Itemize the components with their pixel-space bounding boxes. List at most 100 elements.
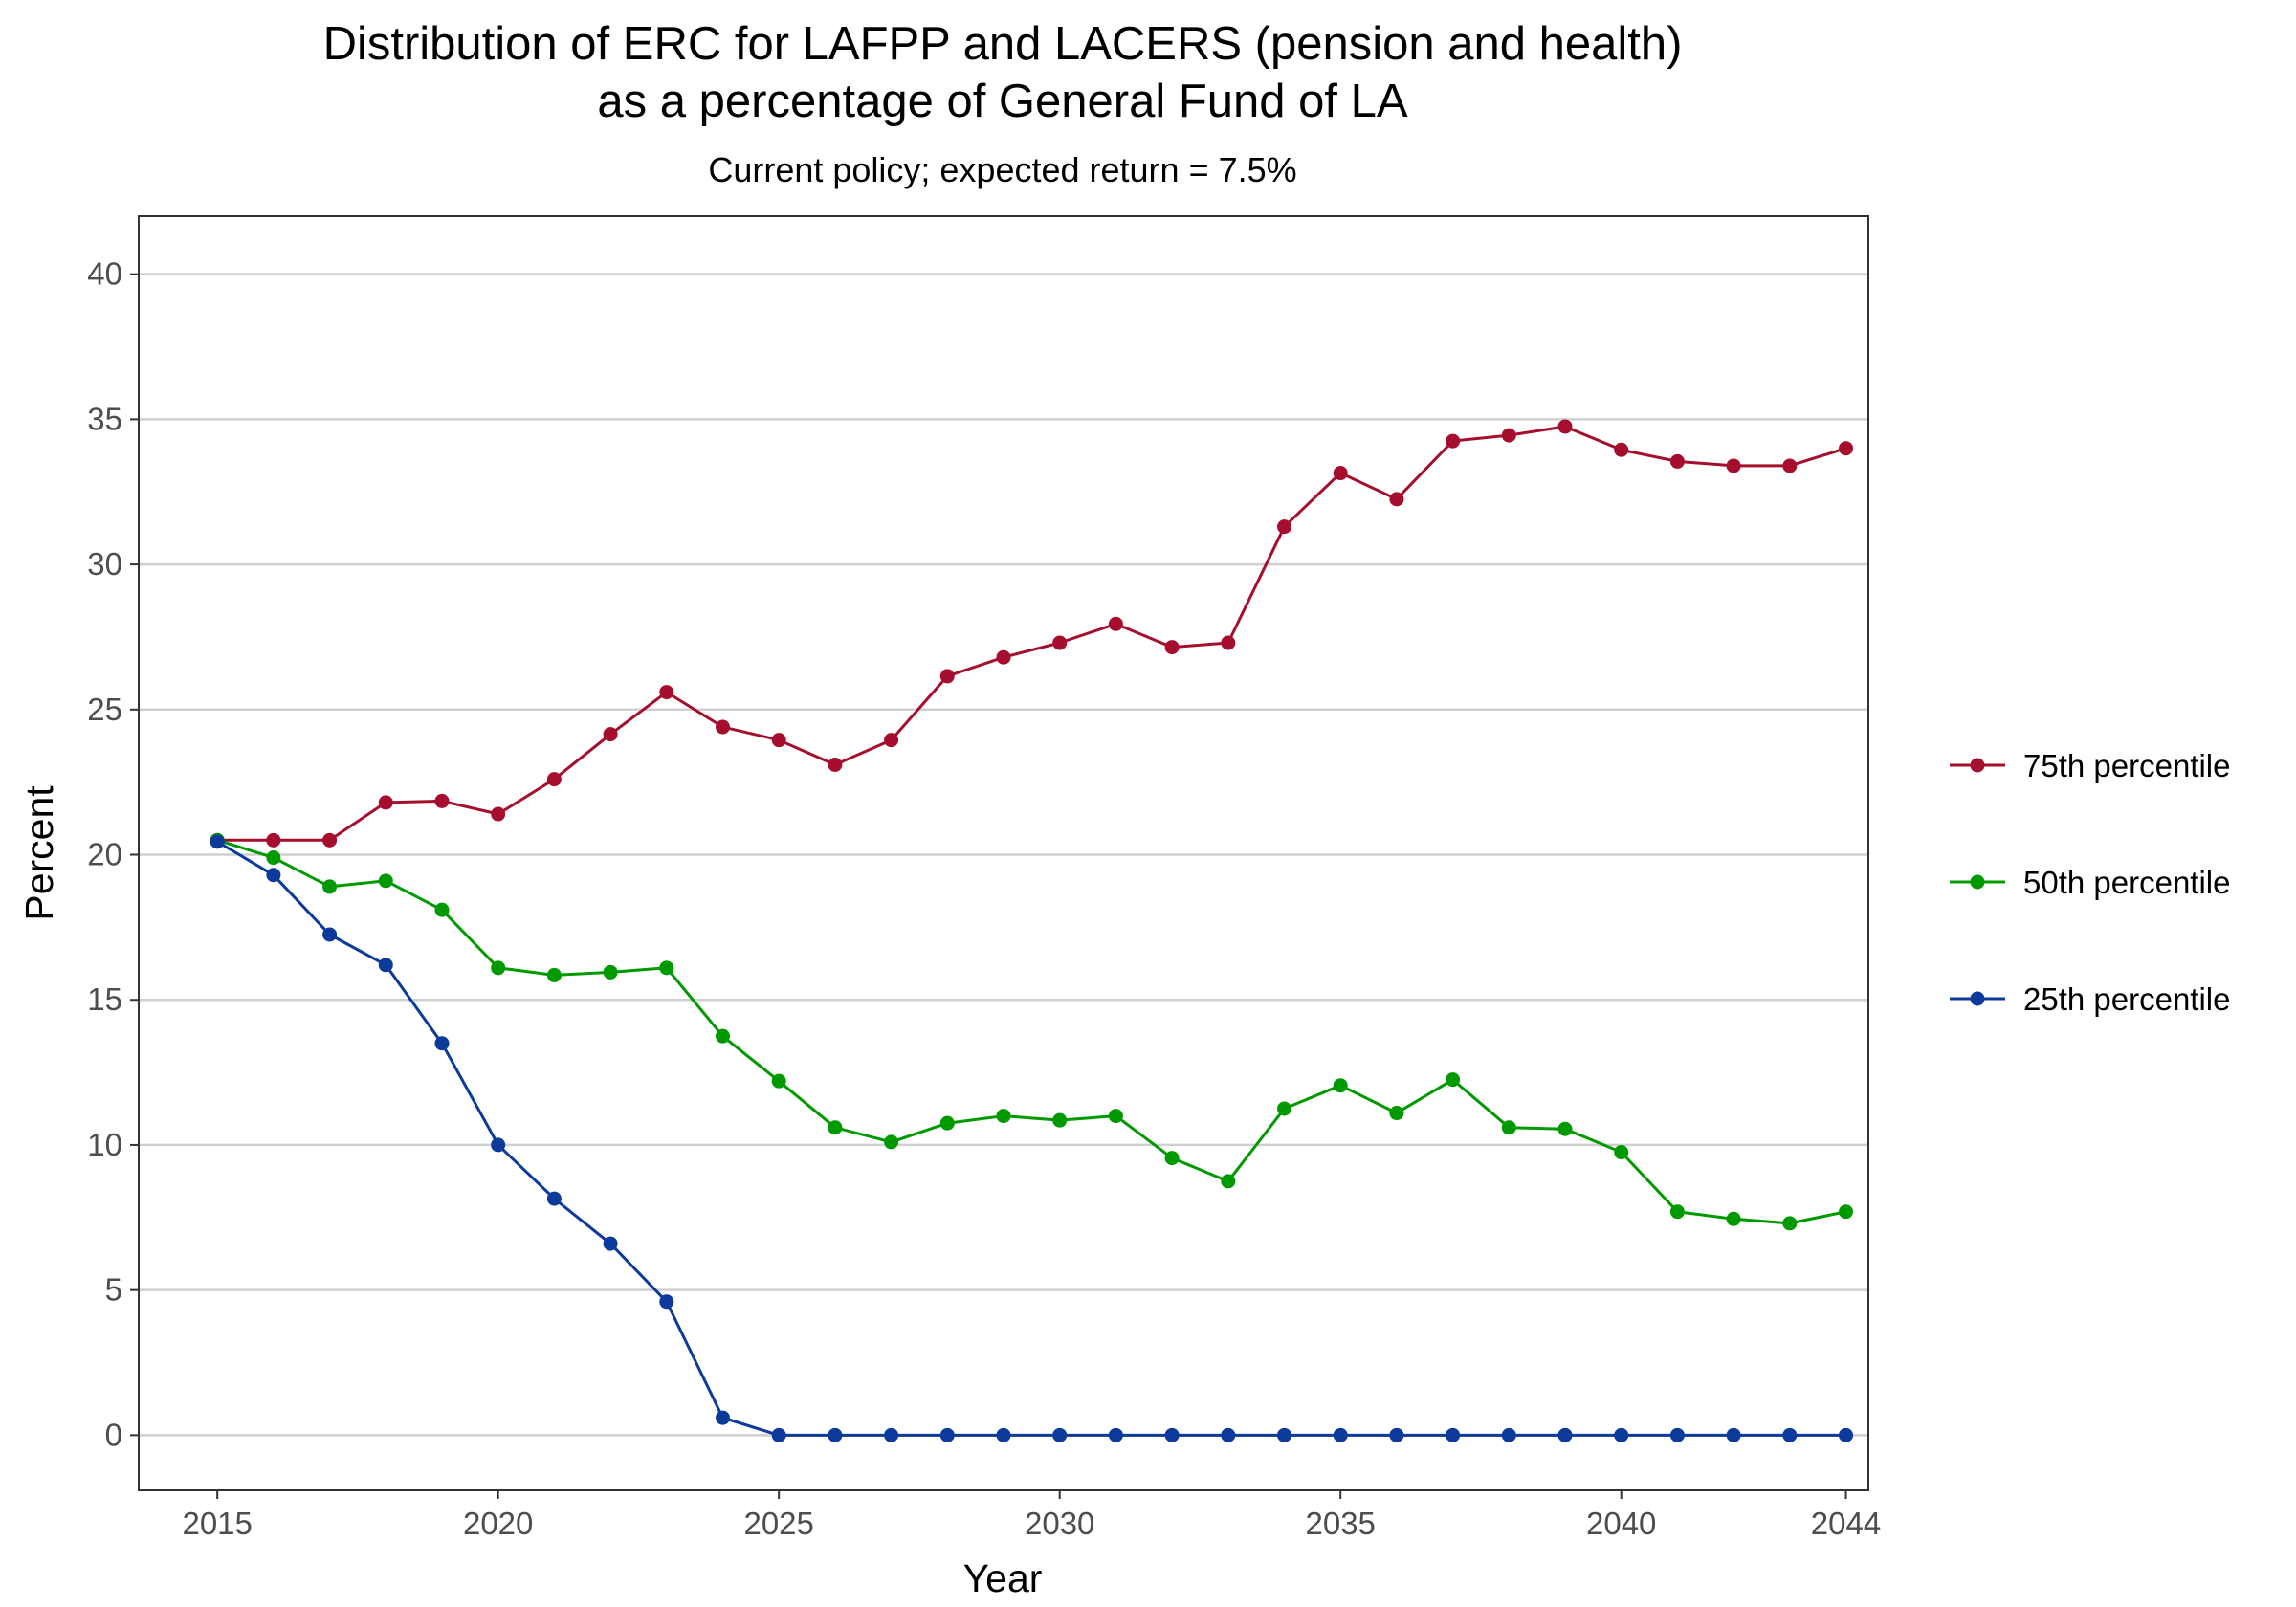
- data-point: [996, 1109, 1011, 1124]
- data-point: [884, 733, 899, 748]
- series-1: [210, 419, 1854, 848]
- data-point: [939, 1427, 955, 1442]
- y-axis-title: Percent: [17, 785, 61, 921]
- legend-label: 25th percentile: [2023, 981, 2230, 1017]
- y-tick-label: 0: [105, 1417, 122, 1452]
- data-point: [1726, 458, 1741, 473]
- data-point: [1221, 1427, 1236, 1442]
- data-point: [1446, 1427, 1461, 1442]
- data-point: [266, 868, 281, 883]
- series-line: [217, 425, 1846, 842]
- y-tick-label: 15: [87, 981, 122, 1017]
- x-tick-label: 2015: [182, 1506, 252, 1541]
- data-point: [491, 960, 506, 976]
- y-tick-label: 10: [87, 1127, 122, 1162]
- data-point: [715, 1410, 730, 1425]
- data-point: [939, 669, 955, 684]
- data-point: [1108, 616, 1123, 631]
- legend-label: 75th percentile: [2023, 748, 2230, 783]
- legend-key-point: [1970, 991, 1985, 1006]
- legend-key-point: [1970, 874, 1985, 890]
- data-point: [715, 1028, 730, 1044]
- data-point: [1446, 1072, 1461, 1088]
- data-point: [771, 1427, 786, 1442]
- chart-title-line-2: as a percentage of General Fund of LA: [597, 76, 1407, 127]
- x-tick-label: 2030: [1025, 1506, 1094, 1541]
- y-tick-label: 20: [87, 837, 122, 872]
- x-tick-label: 2040: [1586, 1506, 1656, 1541]
- data-point: [1108, 1109, 1123, 1124]
- plot-panel-border: [138, 215, 1869, 1491]
- y-tick-label: 40: [87, 256, 122, 292]
- data-point: [996, 649, 1011, 665]
- series-lines: [210, 419, 1854, 1442]
- data-point: [715, 719, 730, 735]
- data-point: [828, 1120, 843, 1135]
- data-point: [1614, 442, 1629, 457]
- legend-item: 50th percentile: [1950, 865, 2230, 900]
- data-point: [603, 1236, 618, 1251]
- legend-key-point: [1970, 758, 1985, 773]
- data-point: [1164, 1151, 1180, 1166]
- data-point: [378, 873, 393, 889]
- data-point: [603, 727, 618, 742]
- y-tick-label: 5: [105, 1272, 122, 1308]
- y-axis-ticks: 0 5 10 15 20 25 30 35 40: [87, 256, 139, 1452]
- data-point: [546, 1191, 562, 1206]
- data-point: [1669, 1204, 1685, 1220]
- chart-title-line-1: Distribution of ERC for LAFPP and LACERS…: [323, 18, 1683, 70]
- data-point: [1333, 1078, 1348, 1093]
- data-point: [1557, 419, 1573, 434]
- data-point: [1277, 519, 1292, 535]
- data-point: [884, 1134, 899, 1150]
- data-point: [1726, 1427, 1741, 1442]
- data-point: [1501, 1427, 1516, 1442]
- x-axis-title: Year: [963, 1556, 1043, 1600]
- data-point: [771, 733, 786, 748]
- data-point: [1782, 1427, 1798, 1442]
- legend: 75th percentile 50th percentile 25th perce…: [1950, 748, 2230, 1017]
- data-point: [322, 832, 338, 848]
- data-point: [1446, 433, 1461, 449]
- data-point: [1389, 1427, 1404, 1442]
- y-tick-label: 30: [87, 546, 122, 582]
- data-point: [546, 772, 562, 787]
- data-point: [1726, 1211, 1741, 1226]
- data-point: [491, 806, 506, 822]
- data-point: [1221, 1174, 1236, 1189]
- data-point: [1052, 635, 1068, 650]
- x-tick-label: 2044: [1811, 1506, 1881, 1541]
- data-point: [1669, 1427, 1685, 1442]
- y-tick-label: 35: [87, 401, 122, 436]
- data-point: [884, 1427, 899, 1442]
- y-tick-label: 25: [87, 692, 122, 727]
- legend-item: 25th percentile: [1950, 981, 2230, 1017]
- data-point: [1052, 1427, 1068, 1442]
- data-point: [434, 1036, 450, 1051]
- data-point: [603, 964, 618, 980]
- data-point: [1333, 466, 1348, 481]
- data-point: [266, 832, 281, 848]
- series-line: [216, 838, 1846, 1225]
- data-point: [546, 967, 562, 982]
- data-point: [828, 757, 843, 772]
- data-point: [1389, 1106, 1404, 1121]
- data-point: [266, 850, 281, 866]
- data-point: [1277, 1427, 1292, 1442]
- x-tick-label: 2035: [1305, 1506, 1375, 1541]
- data-point: [434, 902, 450, 917]
- data-point: [210, 834, 225, 849]
- data-point: [491, 1137, 506, 1153]
- data-point: [1782, 1216, 1798, 1231]
- data-point: [322, 927, 338, 942]
- data-point: [378, 795, 393, 810]
- data-point: [1557, 1427, 1573, 1442]
- data-point: [659, 1294, 674, 1310]
- data-point: [1164, 640, 1180, 655]
- chart-subtitle: Current policy; expected return = 7.5%: [708, 150, 1296, 189]
- data-point: [659, 960, 674, 976]
- data-point: [659, 685, 674, 700]
- data-point: [1839, 1427, 1854, 1442]
- series-line: [216, 840, 1846, 1437]
